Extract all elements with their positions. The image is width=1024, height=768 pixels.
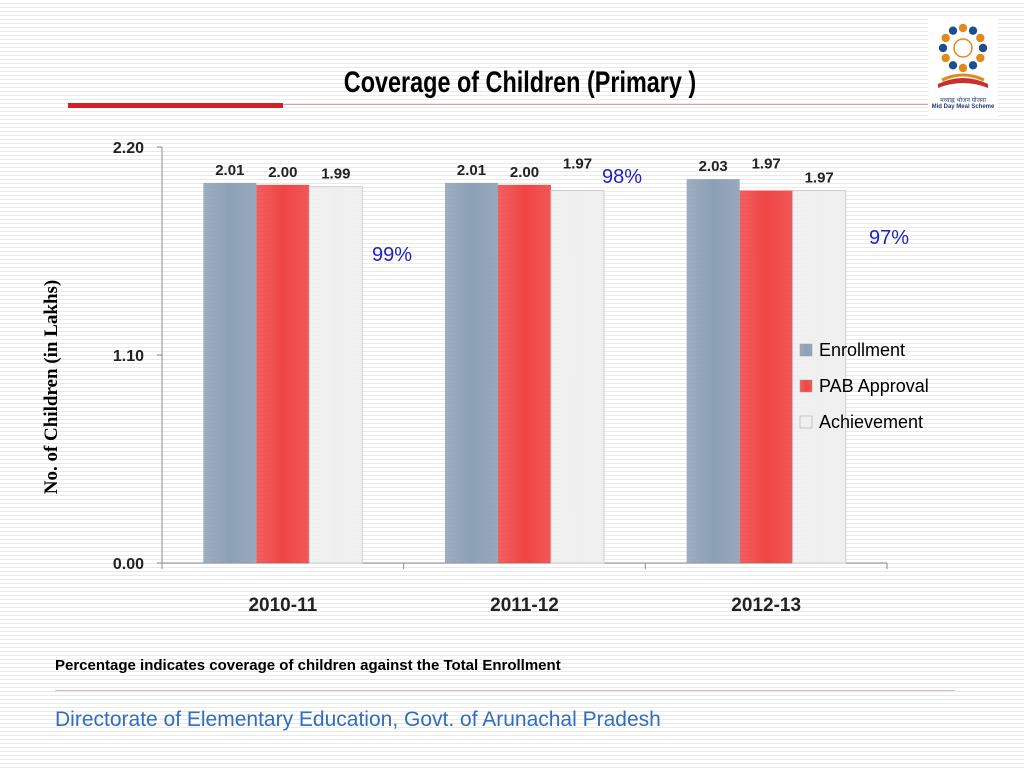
- bar-value-label: 2.01: [215, 162, 244, 179]
- bar-value-label: 2.00: [510, 164, 539, 181]
- coverage-bar-chart: 0.00 1.10 2.20 2.01 2.00 1.99 2010-11 2.01 2.00 1…: [41, 140, 929, 616]
- logo-figure-dot: [968, 26, 978, 35]
- y-axis-title: No. of Children (in Lakhs): [41, 280, 62, 495]
- legend-label: Achievement: [819, 412, 923, 432]
- chart-bars: [203, 179, 847, 564]
- logo-figure-dot: [941, 53, 950, 63]
- logo-figure-dot: [976, 53, 985, 63]
- bar-achievement: [792, 189, 847, 564]
- logo-text-hindi: मध्याह्न भोजन योजना: [940, 98, 986, 104]
- bar-value-label: 1.97: [752, 155, 781, 172]
- coverage-percent-label: 97%: [869, 227, 909, 249]
- legend-swatch-pab-approval: [799, 379, 813, 393]
- legend-swatch-achievement: [799, 415, 813, 429]
- title-divider-line: [283, 104, 928, 105]
- mid-day-meal-logo: मध्याह्न भोजन योजना Mid Day Meal Scheme: [928, 18, 998, 118]
- logo-text-english: Mid Day Meal Scheme: [931, 104, 995, 110]
- y-tick-label: 0.00: [113, 556, 144, 573]
- bar-value-label: 1.99: [321, 166, 350, 183]
- logo-figure-dot: [958, 23, 968, 33]
- logo-figure-dot: [958, 63, 968, 73]
- logo-center: [953, 38, 973, 58]
- logo-figure-dot: [978, 43, 988, 53]
- chart-legend: Enrollment PAB Approval Achievement: [799, 340, 929, 432]
- y-tick-label: 2.20: [113, 140, 144, 157]
- bar-value-label: 1.97: [805, 169, 834, 186]
- legend-label: Enrollment: [819, 340, 905, 360]
- title-accent-bar: [68, 103, 283, 108]
- slide-title: Coverage of Children (Primary ): [343, 66, 697, 99]
- chart-labels: 0.00 1.10 2.20 2.01 2.00 1.99 2010-11 2.01 2.00 1…: [41, 140, 909, 616]
- x-category-label: 2011-12: [490, 595, 559, 616]
- logo-figure-dot: [976, 33, 985, 43]
- footer-divider: [55, 690, 955, 691]
- bar-enrollment: [445, 182, 498, 563]
- x-category-label: 2010-11: [248, 595, 317, 616]
- bar-value-label: 2.01: [457, 162, 486, 179]
- bar-value-label: 1.97: [563, 155, 592, 172]
- footer-text: Directorate of Elementary Education, Gov…: [55, 708, 661, 731]
- bar-enrollment: [686, 179, 740, 564]
- coverage-percent-label: 98%: [602, 166, 642, 188]
- logo-figure-dot: [948, 26, 958, 35]
- legend-swatch-enrollment: [799, 343, 813, 357]
- bar-achievement: [308, 186, 363, 564]
- logo-figure-dot: [938, 43, 948, 53]
- logo-figure-dot: [941, 33, 950, 43]
- bar-enrollment: [203, 182, 257, 563]
- y-tick-label: 1.10: [113, 348, 144, 365]
- logo-figure-dot: [948, 61, 958, 70]
- coverage-note: Percentage indicates coverage of childre…: [55, 657, 561, 674]
- bar-pab-approval: [498, 184, 551, 563]
- bar-pab-approval: [256, 184, 310, 563]
- bar-value-label: 2.03: [699, 158, 728, 175]
- x-category-label: 2012-13: [731, 595, 801, 616]
- bar-pab-approval: [739, 190, 793, 563]
- legend-label: PAB Approval: [819, 376, 929, 396]
- coverage-percent-label: 99%: [372, 244, 412, 266]
- logo-figure-dot: [968, 61, 978, 70]
- logo-emblem-icon: [938, 23, 988, 88]
- bar-value-label: 2.00: [268, 164, 297, 181]
- bar-achievement: [550, 189, 605, 564]
